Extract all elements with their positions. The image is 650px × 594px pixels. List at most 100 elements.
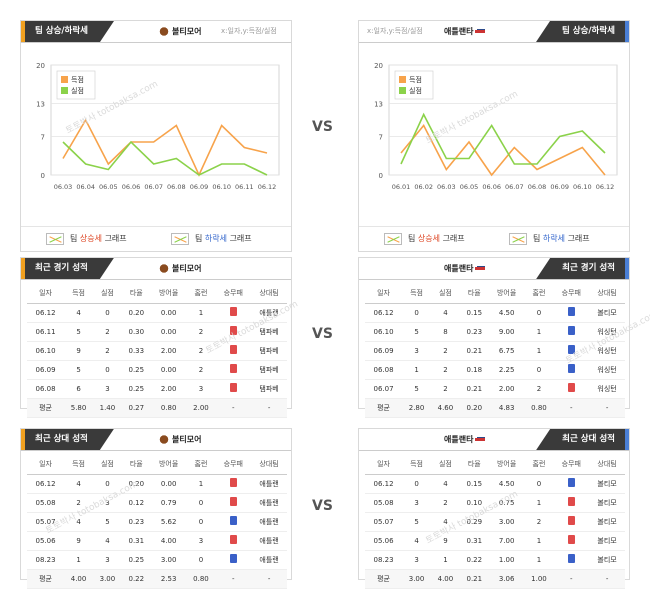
column-header: 방어율	[488, 284, 525, 304]
legend-label: 득점	[71, 76, 84, 84]
table-cell: 0.00	[150, 360, 187, 380]
table-cell: 0.15	[459, 303, 489, 323]
loss-badge-icon	[229, 364, 237, 373]
table-cell: 0	[186, 512, 216, 532]
table-cell: 5	[402, 322, 431, 342]
table-cell: 4	[430, 303, 460, 323]
table-row: 06.12 4 0 0.20 0.00 1 애틀랜	[27, 303, 287, 323]
table-cell: 1	[524, 550, 554, 570]
recent-header-right: 애틀랜타 최근 경기 성적	[359, 258, 629, 280]
average-row: 평균 2.80 4.60 0.20 4.83 0.80- -	[365, 397, 625, 418]
result-badge	[553, 360, 590, 380]
x-tick-label: 06.05	[99, 183, 118, 191]
orioles-logo-icon	[158, 27, 170, 36]
x-tick-label: 06.09	[190, 183, 209, 191]
trend-panel-left: 팀 상승/하락세 볼티모어 x:일자,y:득점/실점 0 7 13 20 06.03 06…	[20, 20, 292, 252]
column-header: 홈런	[524, 284, 554, 304]
recent-title: 최근 경기 성적	[21, 258, 114, 279]
column-header: 방어율	[150, 455, 187, 475]
table-cell: 3	[402, 341, 431, 361]
table-cell: 2	[430, 341, 460, 361]
table-cell: 4	[64, 512, 93, 532]
table-cell: 2	[92, 322, 122, 342]
average-cell: -	[553, 568, 590, 589]
table-cell: 0.00	[150, 322, 187, 342]
x-tick-label: 06.09	[550, 183, 569, 191]
table-cell: 05.06	[365, 531, 403, 551]
column-header: 승무패	[215, 284, 252, 304]
table-cell: 0	[524, 360, 554, 380]
column-header: 승무패	[553, 284, 590, 304]
average-cell: 0.22	[121, 568, 151, 589]
average-cell: 0.80	[186, 568, 216, 589]
table-cell: 0	[524, 474, 554, 494]
table-cell: 0	[402, 474, 431, 494]
table-row: 06.10 5 8 0.23 9.00 1 워싱턴	[365, 322, 625, 342]
table-cell: 0.21	[459, 341, 489, 361]
column-header: 승무패	[215, 455, 252, 475]
table-cell: 볼티모	[589, 303, 625, 323]
table-cell: 0.10	[459, 493, 489, 513]
table-header-row: 일자 득점 실점 타율 방어율 홈런 승무패 상대팀	[27, 455, 287, 475]
recent-team-right: 애틀랜타	[444, 258, 489, 279]
h2h-title: 최근 상대 성적	[21, 429, 114, 450]
table-cell: 06.10	[365, 322, 403, 342]
average-cell: 4.83	[488, 397, 525, 418]
table-cell: 3	[92, 379, 122, 399]
trend-chart-right: 0 7 13 20 06.01 06.02 06.03 06.05 06.06 06.07 06.0…	[374, 62, 618, 191]
table-cell: 4.00	[150, 531, 187, 551]
table-row: 06.07 5 2 0.21 2.00 2 워싱턴	[365, 379, 625, 399]
table-cell: 06.12	[27, 474, 65, 494]
column-header: 상대팀	[589, 455, 625, 475]
table-cell: 볼티모	[589, 550, 625, 570]
table-cell: 5.62	[150, 512, 187, 532]
average-cell: 0.27	[121, 397, 151, 418]
column-header: 일자	[27, 284, 65, 304]
table-cell: 0.21	[459, 379, 489, 399]
loss-badge-icon	[567, 497, 575, 506]
table-row: 06.09 5 0 0.25 0.00 2 탬파베	[27, 360, 287, 380]
table-cell: 0	[92, 474, 122, 494]
table-cell: 08.23	[365, 550, 403, 570]
column-header: 상대팀	[251, 284, 287, 304]
result-badge	[553, 531, 590, 551]
table-cell: 08.23	[27, 550, 65, 570]
table-cell: 3	[186, 379, 216, 399]
x-tick-label: 06.06	[482, 183, 501, 191]
table-cell: 0	[524, 303, 554, 323]
loss-badge-icon	[229, 497, 237, 506]
table-cell: 05.08	[27, 493, 65, 513]
average-cell: 2.00	[186, 397, 216, 418]
average-cell: 평균	[27, 568, 65, 589]
table-cell: 0.23	[459, 322, 489, 342]
x-tick-label: 06.08	[167, 183, 186, 191]
table-cell: 0.30	[121, 322, 151, 342]
x-tick-label: 06.02	[414, 183, 433, 191]
series-line-score	[400, 124, 606, 177]
table-cell: 1	[430, 550, 460, 570]
y-tick-label: 13	[36, 101, 45, 109]
average-cell: 4.00	[430, 568, 460, 589]
result-badge	[215, 474, 252, 494]
average-cell: 0.80	[524, 397, 554, 418]
loss-badge-icon	[229, 383, 237, 392]
table-cell: 0	[92, 360, 122, 380]
table-row: 05.08 2 3 0.12 0.79 0 애틀랜	[27, 493, 287, 513]
table-cell: 0.31	[121, 531, 151, 551]
result-badge	[215, 550, 252, 570]
table-cell: 탬파베	[251, 341, 287, 361]
table-cell: 애틀랜	[251, 550, 287, 570]
average-cell: -	[251, 568, 287, 589]
average-cell: -	[589, 568, 625, 589]
table-cell: 2	[92, 341, 122, 361]
column-header: 일자	[365, 284, 403, 304]
legend-box	[56, 70, 96, 100]
column-header: 방어율	[150, 284, 187, 304]
loss-badge-icon	[229, 326, 237, 335]
table-row: 05.07 5 4 0.29 3.00 2 볼티모	[365, 512, 625, 532]
braves-logo-icon	[475, 27, 488, 36]
average-cell: 평균	[365, 397, 403, 418]
loss-badge-icon	[229, 535, 237, 544]
table-cell: 탬파베	[251, 379, 287, 399]
